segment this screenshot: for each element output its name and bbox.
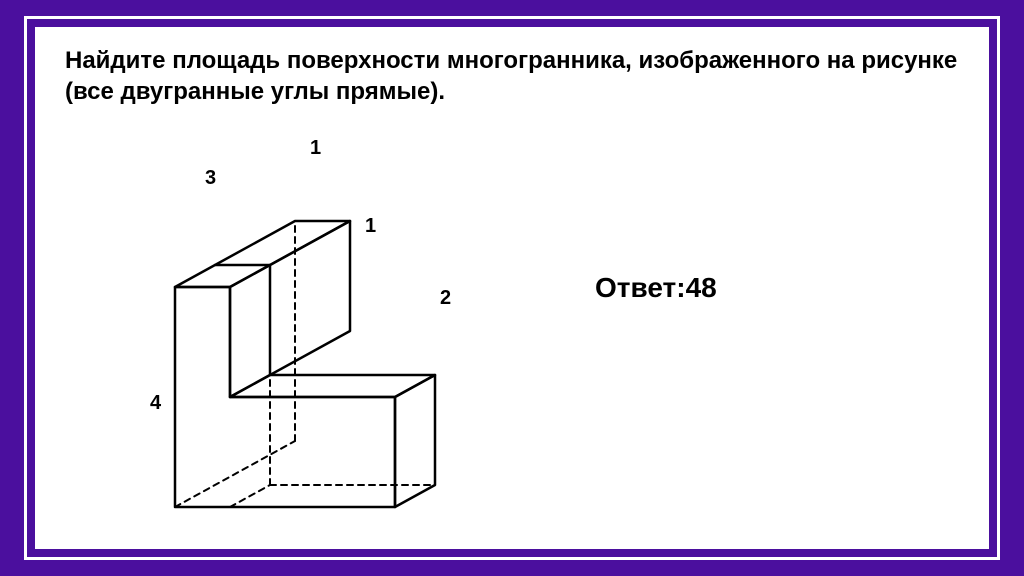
slide-card: Найдите площадь поверхности многогранник… bbox=[35, 27, 989, 549]
dim-step-width: 1 bbox=[365, 215, 376, 238]
answer-text: Ответ:48 bbox=[595, 272, 717, 304]
dim-top-width: 1 bbox=[310, 137, 321, 160]
step-shelf-face bbox=[230, 375, 435, 397]
dim-left-height: 4 bbox=[150, 392, 161, 415]
lower-right-face bbox=[395, 375, 435, 507]
polyhedron-diagram: 1 3 1 2 4 bbox=[95, 137, 495, 537]
dim-step-height: 2 bbox=[440, 287, 451, 310]
top-bar-top-face bbox=[175, 221, 350, 287]
question-text: Найдите площадь поверхности многогранник… bbox=[65, 45, 959, 107]
dim-top-depth: 3 bbox=[205, 167, 216, 190]
polyhedron-svg bbox=[95, 137, 495, 537]
slide-frame: Найдите площадь поверхности многогранник… bbox=[24, 16, 1000, 560]
